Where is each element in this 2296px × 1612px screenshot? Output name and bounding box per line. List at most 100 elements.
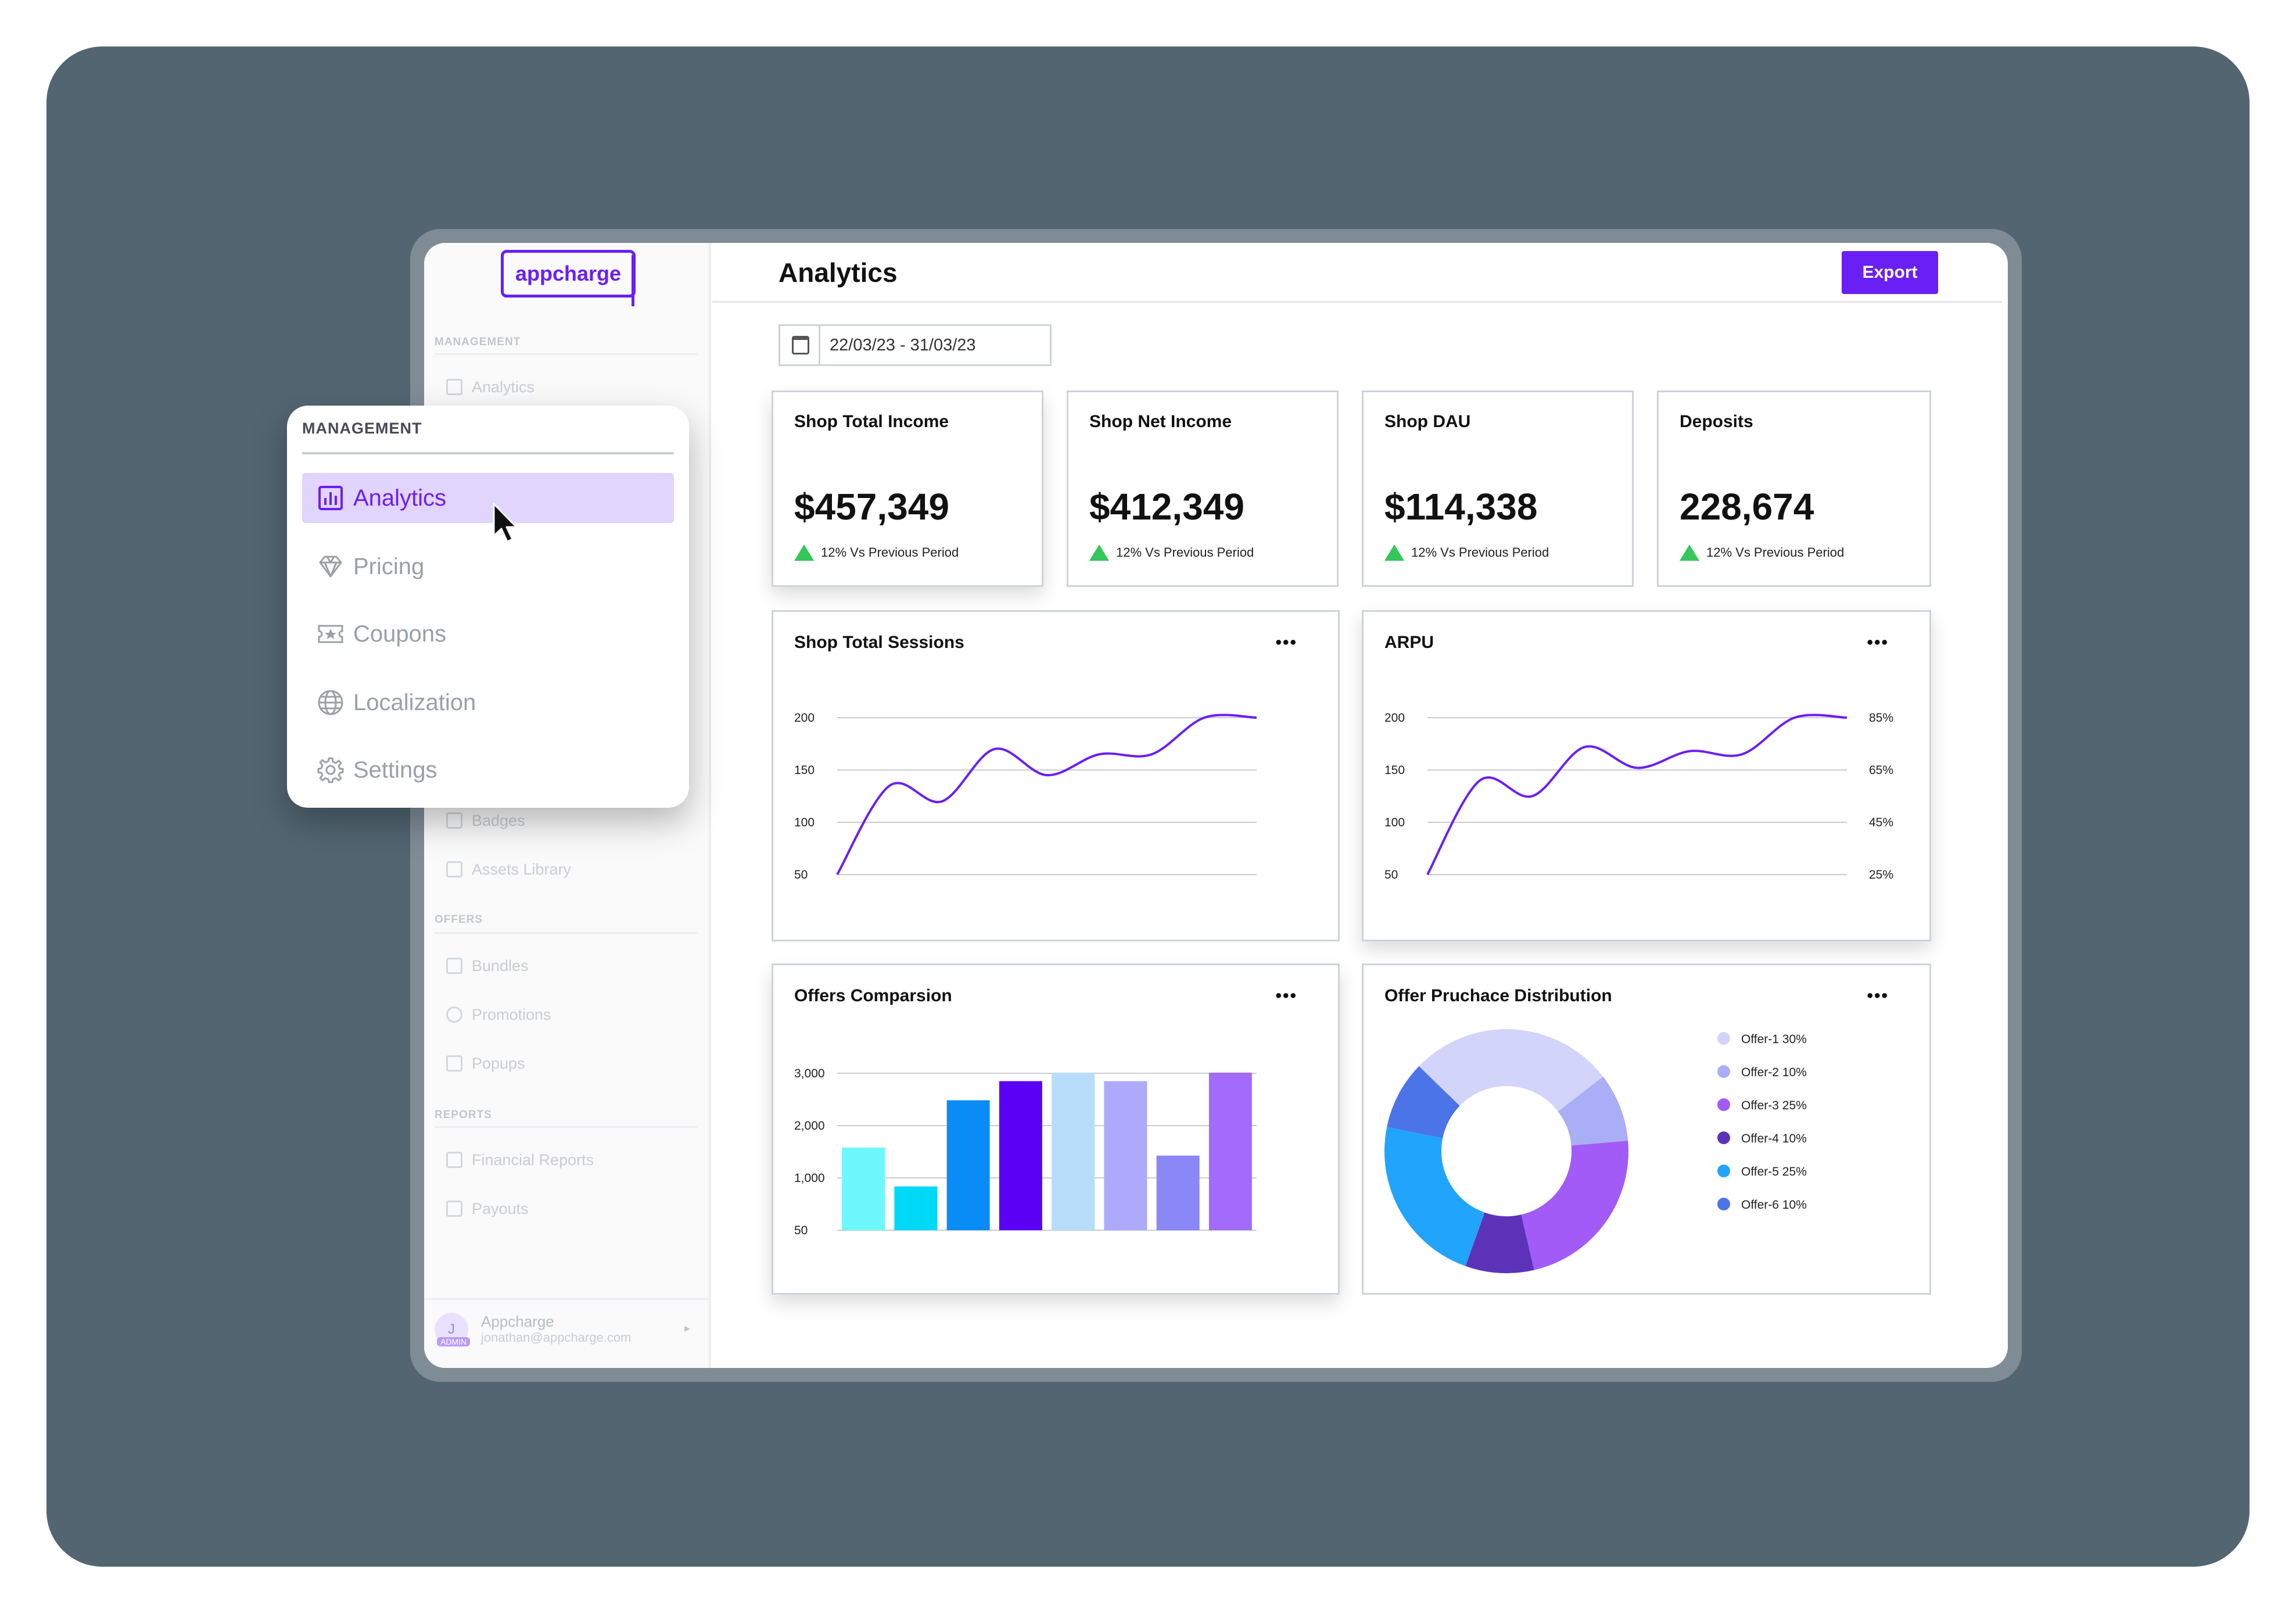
stat-card-deposits[interactable]: Deposits 228,674 12% Vs Previous Period bbox=[1657, 391, 1931, 587]
popup-item-pricing[interactable]: Pricing bbox=[302, 542, 674, 592]
sidebar-item-label: Bundles bbox=[472, 957, 529, 975]
trend-text: 12% Vs Previous Period bbox=[1116, 545, 1254, 560]
sidebar-item-badges[interactable]: Badges bbox=[446, 809, 525, 832]
diamond-icon bbox=[317, 553, 344, 580]
chart-title: Offers Comparsion bbox=[794, 986, 952, 1005]
date-range-value: 22/03/23 - 31/03/23 bbox=[830, 335, 976, 354]
trend-up-icon bbox=[794, 545, 814, 561]
management-popup-menu: MANAGEMENT Analytics Pricing Coupons Loc… bbox=[287, 406, 689, 808]
sidebar-item-payouts[interactable]: Payouts bbox=[446, 1197, 529, 1220]
pie-slice bbox=[1387, 1066, 1460, 1138]
y2-tick-label: 25% bbox=[1869, 868, 1893, 882]
bar bbox=[1208, 1072, 1252, 1230]
sidebar-item-analytics[interactable]: Analytics bbox=[446, 375, 534, 399]
stat-trend: 12% Vs Previous Period bbox=[1680, 545, 1844, 561]
stat-label: Shop Net Income bbox=[1089, 412, 1232, 431]
y2-tick-label: 65% bbox=[1869, 764, 1893, 777]
stat-value: $412,349 bbox=[1089, 486, 1244, 528]
user-profile[interactable]: J ADMIN Appcharge jonathan@appcharge.com… bbox=[424, 1298, 709, 1358]
series-line bbox=[836, 714, 1257, 876]
y2-tick-label: 45% bbox=[1869, 816, 1893, 829]
mouse-cursor-icon bbox=[493, 503, 518, 543]
popup-item-settings[interactable]: Settings bbox=[302, 745, 674, 795]
stat-card-total-income[interactable]: Shop Total Income $457,349 12% Vs Previo… bbox=[772, 391, 1043, 587]
legend-swatch bbox=[1717, 1032, 1730, 1045]
tag-icon bbox=[446, 812, 462, 829]
y-tick-label: 1,000 bbox=[794, 1172, 825, 1185]
y-tick-label: 100 bbox=[1384, 816, 1405, 829]
chart-card-offers: Offers Comparsion ••• 3,000 2,000 1,000 50 bbox=[772, 963, 1340, 1295]
chart-title: Offer Pruchace Distribution bbox=[1384, 986, 1612, 1005]
more-options-icon[interactable]: ••• bbox=[1867, 986, 1889, 1005]
y-tick-label: 200 bbox=[1384, 711, 1405, 725]
popup-item-coupons[interactable]: Coupons bbox=[302, 609, 674, 659]
popup-item-label: Pricing bbox=[353, 553, 425, 579]
date-range-picker[interactable]: 22/03/23 - 31/03/23 bbox=[779, 324, 1052, 366]
bar bbox=[894, 1186, 938, 1230]
pie-slice bbox=[1465, 1212, 1534, 1273]
gear-icon bbox=[317, 757, 344, 783]
sidebar-item-bundles[interactable]: Bundles bbox=[446, 954, 529, 977]
stat-card-dau[interactable]: Shop DAU $114,338 12% Vs Previous Period bbox=[1362, 391, 1634, 587]
popup-item-label: Analytics bbox=[353, 485, 447, 511]
sidebar-item-label: Payouts bbox=[472, 1199, 529, 1217]
trend-up-icon bbox=[1680, 545, 1699, 561]
legend-label: Offer-1 30% bbox=[1741, 1033, 1807, 1046]
arpu-line-chart: 200 85% 150 65% 100 45% 50 25% bbox=[1384, 711, 1893, 882]
legend-label: Offer-2 10% bbox=[1741, 1066, 1807, 1079]
legend-label: Offer-4 10% bbox=[1741, 1132, 1807, 1145]
y2-tick-label: 85% bbox=[1869, 711, 1893, 725]
more-options-icon[interactable]: ••• bbox=[1275, 986, 1297, 1005]
stat-label: Shop Total Income bbox=[794, 412, 949, 431]
calendar-icon bbox=[792, 336, 809, 354]
logo-text: appcharge bbox=[515, 261, 622, 285]
trend-text: 12% Vs Previous Period bbox=[821, 545, 959, 560]
bar bbox=[999, 1081, 1042, 1230]
date-picker-divider bbox=[819, 324, 820, 366]
y-tick-label: 50 bbox=[1384, 868, 1398, 882]
trend-up-icon bbox=[1089, 545, 1109, 561]
legend-label: Offer-6 10% bbox=[1741, 1198, 1807, 1212]
stat-trend: 12% Vs Previous Period bbox=[794, 545, 959, 561]
bar bbox=[1052, 1072, 1095, 1230]
header-divider bbox=[712, 301, 2002, 303]
image-icon bbox=[446, 861, 462, 877]
chart-title: ARPU bbox=[1384, 633, 1434, 652]
legend-swatch bbox=[1717, 1065, 1730, 1078]
stat-label: Shop DAU bbox=[1384, 412, 1471, 431]
stat-card-net-income[interactable]: Shop Net Income $412,349 12% Vs Previous… bbox=[1067, 391, 1339, 587]
popup-item-analytics[interactable]: Analytics bbox=[302, 473, 674, 523]
y-tick-label: 50 bbox=[794, 1224, 808, 1237]
popup-divider bbox=[302, 452, 674, 454]
appcharge-logo[interactable]: appcharge bbox=[501, 250, 636, 306]
stat-trend: 12% Vs Previous Period bbox=[1089, 545, 1254, 561]
role-badge: ADMIN bbox=[437, 1337, 471, 1346]
sidebar-divider bbox=[435, 1126, 697, 1128]
export-button[interactable]: Export bbox=[1842, 251, 1938, 294]
more-options-icon[interactable]: ••• bbox=[1867, 633, 1889, 652]
legend-label: Offer-3 25% bbox=[1741, 1099, 1807, 1112]
more-options-icon[interactable]: ••• bbox=[1275, 633, 1297, 652]
y-tick-label: 3,000 bbox=[794, 1067, 825, 1080]
bar bbox=[842, 1147, 885, 1230]
sidebar-item-popups[interactable]: Popups bbox=[446, 1052, 525, 1075]
y-tick-label: 2,000 bbox=[794, 1119, 825, 1133]
legend-swatch bbox=[1717, 1198, 1730, 1210]
bar-chart-icon bbox=[446, 379, 462, 395]
sidebar-item-assets-library[interactable]: Assets Library bbox=[446, 858, 571, 881]
legend-swatch bbox=[1717, 1165, 1730, 1177]
receipt-icon bbox=[446, 1201, 462, 1217]
popup-item-localization[interactable]: Localization bbox=[302, 678, 674, 728]
user-name: Appcharge bbox=[481, 1313, 554, 1330]
page-title: Analytics bbox=[779, 257, 898, 288]
sidebar-item-financial-reports[interactable]: Financial Reports bbox=[446, 1148, 594, 1172]
sidebar-item-label: Badges bbox=[472, 811, 525, 829]
legend-swatch bbox=[1717, 1131, 1730, 1144]
sidebar-item-label: Popups bbox=[472, 1054, 525, 1072]
document-icon bbox=[446, 1152, 462, 1168]
chevron-right-icon[interactable]: ▸ bbox=[684, 1322, 691, 1335]
trend-text: 12% Vs Previous Period bbox=[1706, 545, 1845, 560]
sidebar-item-promotions[interactable]: Promotions bbox=[446, 1003, 551, 1026]
bar bbox=[946, 1100, 990, 1230]
bar bbox=[1156, 1155, 1200, 1230]
